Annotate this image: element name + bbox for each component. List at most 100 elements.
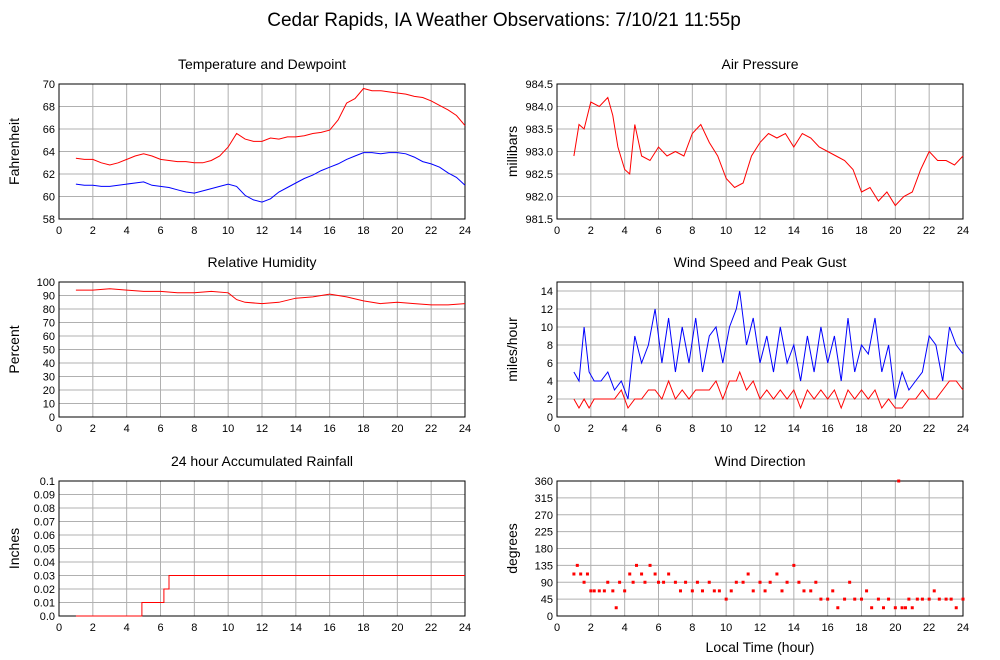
wind-y-tick-label: 14	[541, 286, 553, 298]
temp-series-line-1	[75, 152, 466, 203]
direction-point	[597, 589, 601, 593]
direction-plot-frame	[556, 480, 964, 617]
wind-x-tick-label: 14	[788, 423, 800, 435]
pressure-x-tick-label: 8	[689, 225, 695, 237]
direction-x-tick-label: 6	[655, 622, 661, 634]
temp-x-tick-label: 12	[256, 225, 268, 237]
direction-point	[870, 606, 874, 610]
page-title: Cedar Rapids, IA Weather Observations: 7…	[267, 10, 741, 31]
direction-point	[602, 589, 606, 593]
direction-x-tick-label: 18	[855, 622, 867, 634]
wind-x-tick-label: 2	[588, 423, 594, 435]
rain-x-tick-label: 2	[90, 622, 96, 634]
direction-point	[785, 580, 789, 584]
direction-y-tick-label: 90	[541, 577, 553, 589]
direction-y-tick-label: 45	[541, 594, 553, 606]
direction-point	[903, 606, 907, 610]
direction-point	[667, 572, 671, 576]
direction-y-tick-label: 225	[535, 527, 553, 539]
humidity-x-tick-label: 16	[324, 423, 336, 435]
rain-plot-frame	[58, 480, 466, 617]
direction-point	[927, 597, 931, 601]
direction-point	[741, 580, 745, 584]
humidity-x-tick-label: 18	[357, 423, 369, 435]
wind-series-line-1	[573, 370, 964, 410]
rain-y-tick-label: 0.01	[34, 598, 55, 610]
direction-y-axis-label: degrees	[504, 523, 520, 574]
wind-x-tick-label: 18	[855, 423, 867, 435]
direction-point	[887, 597, 891, 601]
humidity-chart: Relative Humidity01020304050607080901000…	[6, 254, 471, 435]
direction-point	[734, 580, 738, 584]
direction-point	[695, 580, 699, 584]
direction-point	[623, 589, 627, 593]
pressure-y-tick-label: 984.0	[525, 102, 553, 114]
humidity-x-tick-label: 6	[157, 423, 163, 435]
pressure-x-tick-label: 16	[822, 225, 834, 237]
direction-point	[792, 563, 796, 567]
direction-y-tick-label: 315	[535, 493, 553, 505]
pressure-x-tick-label: 0	[554, 225, 560, 237]
rain-y-tick-label: 0.0	[40, 611, 55, 623]
direction-point	[700, 589, 704, 593]
rain-x-tick-label: 14	[290, 622, 302, 634]
pressure-x-tick-label: 4	[622, 225, 628, 237]
direction-x-tick-label: 24	[957, 622, 969, 634]
direction-point	[724, 597, 728, 601]
temp-x-tick-label: 16	[324, 225, 336, 237]
direction-point	[606, 580, 610, 584]
direction-point	[802, 589, 806, 593]
humidity-x-tick-label: 14	[290, 423, 302, 435]
temp-plot-frame	[58, 83, 466, 220]
direction-point	[579, 572, 583, 576]
direction-point	[932, 589, 936, 593]
direction-point	[780, 589, 784, 593]
direction-y-tick-label: 0	[547, 611, 553, 623]
rain-x-tick-label: 16	[324, 622, 336, 634]
wind-y-tick-label: 2	[547, 394, 553, 406]
pressure-plot-frame	[556, 83, 964, 220]
direction-point	[690, 589, 694, 593]
pressure-chart-title: Air Pressure	[721, 56, 798, 72]
temp-y-tick-label: 62	[43, 169, 55, 181]
direction-point	[860, 597, 863, 601]
direction-point	[775, 572, 779, 576]
rain-x-tick-label: 22	[425, 622, 437, 634]
direction-x-tick-label: 4	[622, 622, 628, 634]
direction-point	[893, 606, 897, 610]
rain-x-tick-label: 0	[56, 622, 62, 634]
humidity-y-tick-label: 10	[43, 399, 55, 411]
temp-x-tick-label: 0	[56, 225, 62, 237]
humidity-y-tick-label: 30	[43, 372, 55, 384]
direction-x-tick-label: 14	[788, 622, 800, 634]
direction-point	[881, 606, 885, 610]
temp-x-tick-label: 14	[290, 225, 302, 237]
direction-x-tick-label: 12	[754, 622, 766, 634]
humidity-x-tick-label: 22	[425, 423, 437, 435]
humidity-x-tick-label: 0	[56, 423, 62, 435]
pressure-x-tick-label: 14	[788, 225, 800, 237]
direction-point	[819, 597, 823, 601]
humidity-y-tick-label: 90	[43, 291, 55, 303]
direction-chart-title: Wind Direction	[714, 453, 805, 469]
direction-point	[712, 589, 716, 593]
direction-point	[592, 589, 596, 593]
pressure-x-tick-label: 6	[655, 225, 661, 237]
temp-x-tick-label: 18	[357, 225, 369, 237]
temp-chart-title: Temperature and Dewpoint	[178, 56, 346, 72]
direction-point	[900, 606, 904, 610]
humidity-x-tick-label: 2	[90, 423, 96, 435]
direction-point	[907, 597, 911, 601]
direction-point	[920, 597, 924, 601]
temp-y-tick-label: 64	[43, 147, 55, 159]
temp-y-tick-label: 68	[43, 102, 55, 114]
pressure-x-tick-label: 24	[957, 225, 969, 237]
temp-y-tick-label: 66	[43, 124, 55, 136]
wind-chart-title: Wind Speed and Peak Gust	[674, 254, 847, 270]
rain-x-tick-label: 4	[124, 622, 130, 634]
direction-point	[814, 580, 818, 584]
direction-point	[729, 589, 733, 593]
direction-y-tick-label: 360	[535, 476, 553, 488]
temp-x-tick-label: 8	[191, 225, 197, 237]
